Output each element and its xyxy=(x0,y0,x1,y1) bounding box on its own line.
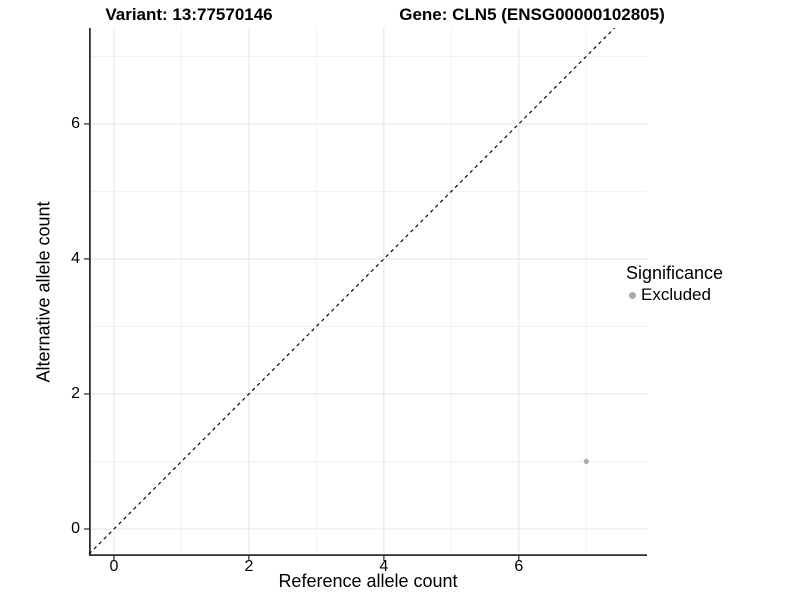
plot-panel xyxy=(84,28,647,561)
y-tick-label: 4 xyxy=(71,249,80,267)
y-axis-title: Alternative allele count xyxy=(33,201,54,383)
legend-item-label: Excluded xyxy=(641,285,711,304)
legend-point-icon xyxy=(629,291,636,299)
x-tick-label: 6 xyxy=(514,558,524,575)
variant-title: Variant: 13:77570146 xyxy=(105,5,273,24)
legend: Significance Excluded xyxy=(626,262,723,305)
x-tick-label: 4 xyxy=(379,558,389,575)
identity-line xyxy=(88,28,616,555)
gene-title: Gene: CLN5 (ENSG00000102805) xyxy=(399,5,665,24)
y-tick-label: 2 xyxy=(71,384,80,402)
data-point xyxy=(583,458,589,465)
y-tick-label: 6 xyxy=(71,114,80,132)
legend-item-excluded: Excluded xyxy=(629,285,723,305)
legend-title: Significance xyxy=(626,263,724,283)
y-tick-label: 0 xyxy=(71,519,80,537)
x-tick-label: 2 xyxy=(244,558,254,575)
x-axis-title: Reference allele count xyxy=(278,571,458,591)
x-tick-label: 0 xyxy=(109,558,119,575)
